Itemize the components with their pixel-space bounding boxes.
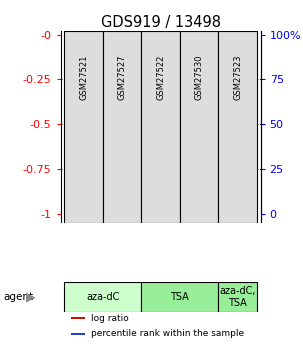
Bar [65, 282, 142, 312]
Bar [142, 31, 180, 223]
Bar [103, 31, 142, 223]
Text: aza-dC: aza-dC [86, 292, 120, 302]
Bar [65, 31, 103, 223]
Bar [180, 31, 218, 223]
Text: ▶: ▶ [26, 290, 35, 303]
Text: GSM27527: GSM27527 [118, 55, 127, 100]
Bar [112, 61, 133, 214]
Text: agent: agent [3, 292, 33, 302]
Bar [73, 83, 94, 214]
Text: percentile rank within the sample: percentile rank within the sample [91, 329, 244, 338]
Bar [71, 333, 85, 335]
Text: GSM27523: GSM27523 [233, 55, 242, 100]
Text: TSA: TSA [171, 292, 189, 302]
Title: GDS919 / 13498: GDS919 / 13498 [101, 15, 221, 30]
Bar [150, 37, 171, 214]
Text: log ratio: log ratio [91, 314, 128, 323]
Bar [142, 282, 218, 312]
Text: GSM27530: GSM27530 [195, 55, 204, 100]
Text: aza-dC,
TSA: aza-dC, TSA [219, 286, 256, 308]
Bar [71, 317, 85, 319]
Bar [227, 190, 248, 214]
Bar [188, 67, 210, 214]
Bar [218, 282, 257, 312]
Bar [218, 31, 257, 223]
Text: GSM27522: GSM27522 [156, 55, 165, 100]
Text: GSM27521: GSM27521 [79, 55, 88, 100]
